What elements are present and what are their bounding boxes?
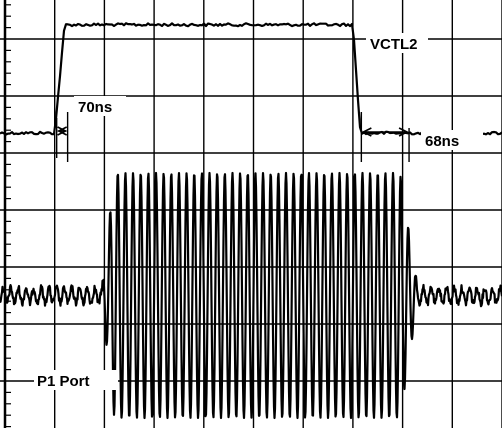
- vctl2-label-bg: [366, 33, 428, 53]
- timing-annotations: [55, 112, 410, 162]
- rise-time-arrow-head-right: [57, 126, 68, 136]
- p1-port-trace: [0, 171, 502, 420]
- vctl2-trace: [0, 22, 502, 136]
- fall-time-arrow-head-right: [398, 127, 409, 137]
- p1-port-label: P1 Port: [37, 373, 90, 390]
- p1-port-label-bg: [34, 370, 118, 390]
- rise-time-label: 70ns: [78, 99, 112, 116]
- rise-time-arrow-head-left: [56, 126, 68, 136]
- fall-time-arrow-head-left: [361, 127, 372, 137]
- rise-time-label-bg: [74, 96, 126, 116]
- vctl2-label: VCTL2: [370, 36, 418, 53]
- fall-time-label: 68ns: [425, 133, 459, 150]
- fall-time-label-bg: [421, 130, 483, 150]
